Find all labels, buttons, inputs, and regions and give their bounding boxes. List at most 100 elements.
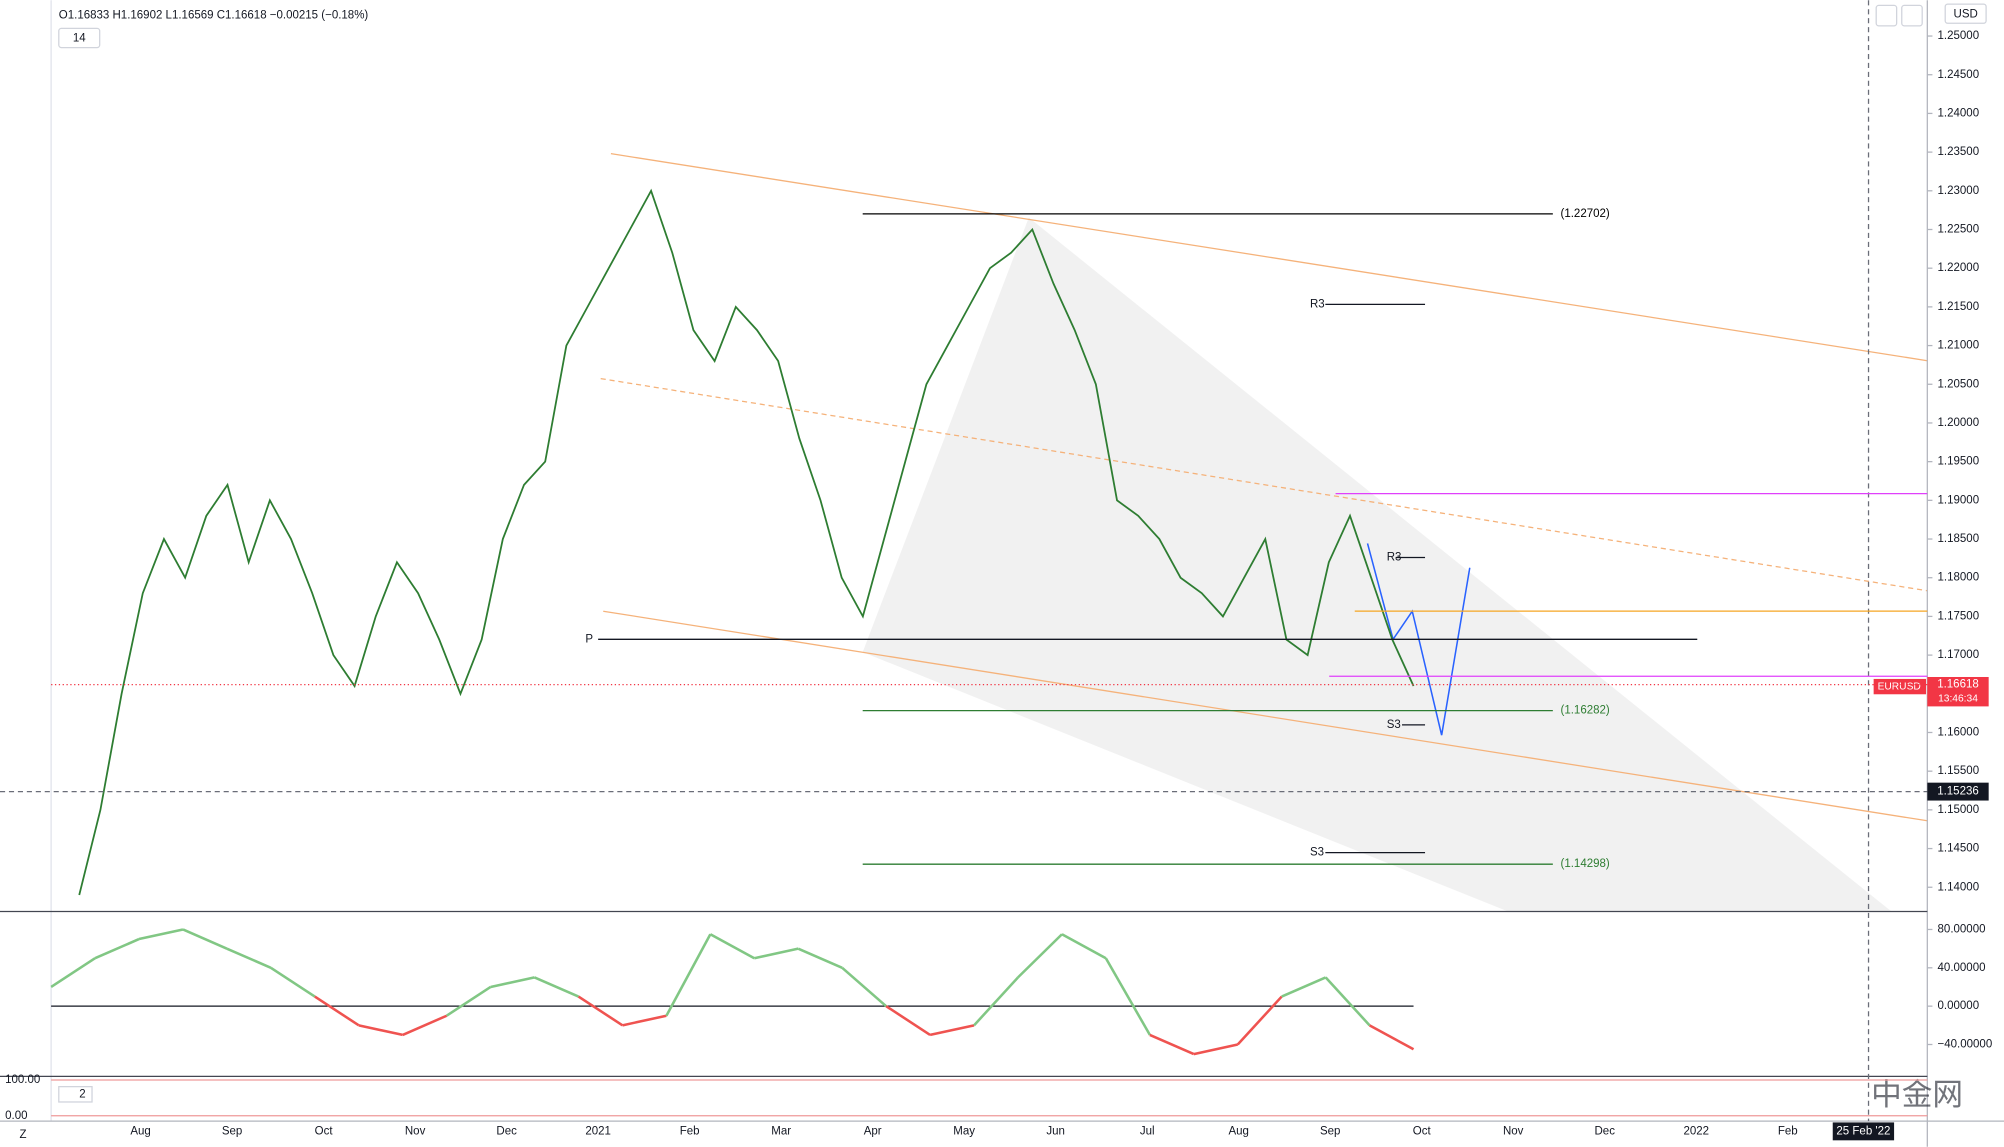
y-tick-label: −40.00000	[1938, 1039, 1993, 1051]
interval-button[interactable]	[58, 27, 101, 49]
oscillator-segment	[1017, 933, 1063, 979]
x-tick-label: Feb	[1778, 1125, 1798, 1137]
x-tick-label: Nov	[405, 1125, 426, 1137]
oscillator-segment	[1104, 957, 1151, 1036]
pivot-label: S3	[1310, 847, 1324, 859]
interval-label[interactable]: 14	[73, 33, 86, 45]
oscillator-segment	[226, 947, 272, 969]
y-tick-label: 1.21000	[1938, 340, 1980, 352]
oscillator-segment	[94, 937, 140, 960]
oscillator-segment	[973, 976, 1019, 1027]
last-price-badge	[1927, 676, 1989, 707]
level-label: (1.22702)	[1561, 208, 1610, 220]
pivot-label: R3	[1387, 552, 1402, 564]
oscillator-segment	[1281, 976, 1327, 998]
oscillator-segment	[754, 947, 799, 960]
y-tick-label: 1.19000	[1938, 494, 1980, 506]
regression-channel	[862, 217, 1892, 912]
x-tick-label: Apr	[864, 1125, 882, 1137]
x-tick-label: Mar	[771, 1125, 791, 1137]
oscillator-segment	[270, 966, 316, 998]
y-tick-label: 40.00000	[1938, 962, 1986, 974]
fullscreen-button[interactable]	[1901, 4, 1923, 27]
oscillator-segment	[1193, 1043, 1239, 1056]
y-tick-label: 1.18500	[1938, 533, 1980, 545]
oscillator-segment	[577, 995, 624, 1027]
y-tick-label: 100.00	[5, 1074, 40, 1086]
y-tick-label: 1.22500	[1938, 224, 1980, 236]
last-price-label: 1.16618	[1937, 679, 1979, 691]
x-tick-label: 2022	[1683, 1125, 1709, 1137]
countdown: 13:46:34	[1938, 693, 1978, 704]
x-tick-label: Sep	[222, 1125, 242, 1137]
crosshair-date-label: 25 Feb '22	[1836, 1125, 1890, 1137]
y-tick-label: 1.14000	[1938, 881, 1980, 893]
y-tick-label: 1.24000	[1938, 107, 1980, 119]
oscillator-segment	[622, 1014, 667, 1027]
y-tick-label: 1.17500	[1938, 610, 1980, 622]
ohlc-readout: O1.16833 H1.16902 L1.16569 C1.16618 −0.0…	[59, 10, 369, 22]
y-tick-label: 1.17000	[1938, 649, 1980, 661]
watermark: 中金网	[1871, 1078, 1963, 1112]
price-line	[78, 188, 1415, 896]
currency-label[interactable]: USD	[1954, 8, 1978, 20]
y-tick-label: 1.20000	[1938, 417, 1980, 429]
x-tick-label: Nov	[1503, 1125, 1524, 1137]
oscillator-segment	[709, 933, 755, 960]
y-tick-label: 1.24500	[1938, 69, 1980, 81]
x-tick-label: Aug	[130, 1125, 150, 1137]
oscillator-segment	[534, 976, 580, 998]
x-tick-label: Oct	[315, 1125, 334, 1137]
oscillator-segment	[1368, 1024, 1415, 1051]
corner-label: Z	[19, 1129, 26, 1141]
trend-line	[603, 610, 1928, 822]
oscillator-segment	[841, 966, 887, 1008]
y-tick-label: 1.14500	[1938, 843, 1980, 855]
crosshair-date-badge	[1832, 1122, 1895, 1141]
pivot-label: P	[585, 633, 593, 645]
oscillator-segment	[358, 1024, 403, 1037]
level-label: (1.14298)	[1561, 858, 1610, 870]
y-tick-label: 1.15500	[1938, 765, 1980, 777]
currency-button[interactable]	[1944, 3, 1987, 24]
y-tick-label: 1.21500	[1938, 301, 1980, 313]
oscillator-segment	[138, 928, 184, 941]
oscillator-segment	[50, 957, 96, 989]
x-tick-label: Oct	[1413, 1125, 1432, 1137]
y-tick-label: 1.15000	[1938, 804, 1980, 816]
x-tick-label: 2021	[585, 1125, 611, 1137]
oscillator-segment	[314, 995, 360, 1027]
crosshair-price-label: 1.15236	[1937, 786, 1979, 798]
x-tick-label: Dec	[1595, 1125, 1616, 1137]
x-tick-label: May	[953, 1125, 975, 1137]
oscillator-segment	[402, 1014, 448, 1037]
x-tick-label: Sep	[1320, 1125, 1340, 1137]
oscillator-segment	[1149, 1033, 1195, 1056]
y-tick-label: 1.25000	[1938, 30, 1980, 42]
oscillator-segment	[929, 1024, 975, 1037]
indicator-button	[58, 1086, 93, 1103]
y-tick-label: 80.00000	[1938, 924, 1986, 936]
y-tick-label: 1.20500	[1938, 378, 1980, 390]
x-tick-label: Jul	[1140, 1125, 1155, 1137]
y-tick-label: 1.18000	[1938, 572, 1980, 584]
y-tick-label: 1.16000	[1938, 727, 1980, 739]
pivot-label: S3	[1387, 719, 1401, 731]
y-tick-label: 1.19500	[1938, 456, 1980, 468]
y-tick-label: 0.00000	[1938, 1000, 1980, 1012]
indicator-label: 2	[79, 1088, 85, 1100]
symbol-badge-label: EURUSD	[1878, 681, 1921, 692]
level-label: (1.16282)	[1561, 705, 1610, 717]
oscillator-segment	[885, 1005, 931, 1036]
trend-line	[600, 377, 1928, 592]
scroll-button[interactable]	[1875, 4, 1898, 27]
oscillator-segment	[1236, 995, 1283, 1046]
oscillator-segment	[1061, 933, 1107, 960]
x-tick-label: Dec	[496, 1125, 517, 1137]
y-tick-label: 0.00	[5, 1110, 27, 1122]
oscillator-segment	[445, 985, 492, 1017]
oscillator-segment	[490, 976, 535, 989]
oscillator-segment	[1324, 976, 1371, 1027]
